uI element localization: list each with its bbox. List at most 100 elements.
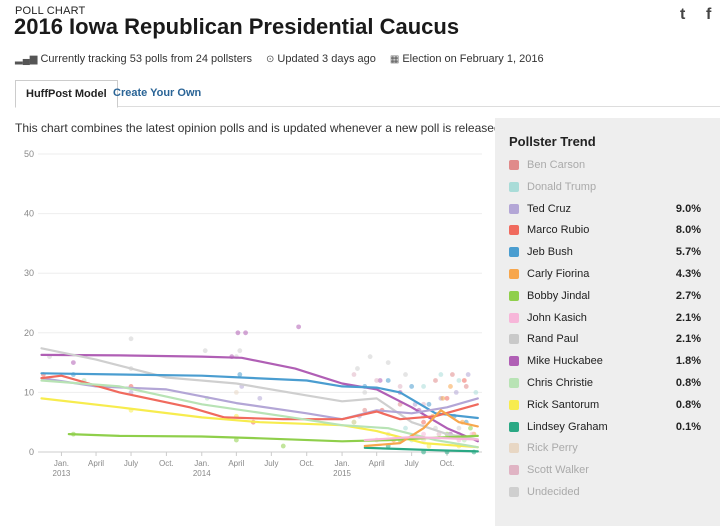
poll-dot-ted-cruz [257,395,263,401]
legend-value: 9.0% [675,202,701,215]
x-tick-label: Jan. [54,459,69,468]
legend-value: 2.1% [675,311,701,324]
legend-item-john-kasich[interactable]: John Kasich 2.1% [509,311,709,327]
legend-swatch [509,465,519,476]
legend-value: 1.8% [675,355,701,368]
trend-line-marco-rubio [40,374,479,421]
poll-dot-rand-paul [237,348,243,354]
legend-item-carly-fiorina[interactable]: Carly Fiorina 4.3% [509,267,709,283]
poll-dot-jeb-bush [409,384,415,389]
legend-swatch [509,203,519,214]
poll-dot-rick-santorum [426,443,432,449]
legend-label: Mike Huckabee [527,355,603,368]
poll-dot-mike-huckabee [70,360,76,365]
legend-item-ben-carson[interactable]: Ben Carson [509,158,709,174]
poll-dot-carly-fiorina [448,384,453,389]
poll-dot-undecided [362,390,368,395]
legend-item-scott-walker[interactable]: Scott Walker [509,463,709,479]
y-tick-label: 50 [24,149,34,159]
poll-dot-donald-trump [438,372,444,377]
legend-value: 8.0% [675,224,701,237]
chart-tabs: HuffPost Model Create Your Own [15,80,720,108]
tab-create-your-own[interactable]: Create Your Own [113,87,202,99]
trend-line-lindsey-graham [363,446,479,453]
legend-item-lindsey-graham[interactable]: Lindsey Graham 0.1% [509,420,709,436]
facebook-icon[interactable]: f [706,6,712,23]
trend-line-jeb-bush [40,372,479,420]
poll-dot-john-kasich [421,431,426,437]
poll-dot-bobby-jindal [233,437,239,443]
legend-swatch [509,334,519,345]
poll-chart-kicker: POLL CHART [15,5,86,17]
x-tick-label: Oct. [440,459,455,468]
clock-icon: ⊙ [266,54,275,65]
legend-label: Chris Christie [527,377,594,389]
legend-item-donald-trump[interactable]: Donald Trump [509,180,709,196]
poll-dot-scott-walker [374,378,380,383]
legend-label: Donald Trump [527,180,597,193]
legend-swatch [509,225,519,236]
poll-dot-jeb-bush [385,378,391,383]
poll-dot-ben-carson [362,407,368,413]
tab-huffpost-model[interactable]: HuffPost Model [15,80,118,108]
legend-value: 5.7% [675,246,701,259]
legend-swatch [509,290,519,301]
legend-label: Ted Cruz [527,202,572,215]
pollster-trend-legend: Pollster Trend Ben Carson Donald Trump Ted… [495,118,720,526]
poll-dot-donald-trump [403,425,408,431]
legend-value: 2.1% [675,333,701,346]
poll-dot-marco-rubio [421,419,426,425]
legend-item-bobby-jindal[interactable]: Bobby Jindal 2.7% [509,289,709,305]
legend-value: 2.7% [675,289,701,302]
y-tick-label: 40 [24,209,34,219]
updated-text: Updated 3 days ago [277,53,376,65]
poll-dot-jeb-bush [237,372,243,377]
legend-label: Bobby Jindal [527,289,590,302]
legend-swatch [509,487,519,497]
x-tick-label: July [124,459,138,468]
tracking-text: Currently tracking 53 polls from 24 poll… [40,53,252,65]
legend-value: 4.3% [675,268,701,280]
legend-swatch [509,421,519,432]
y-tick-label: 0 [29,447,34,457]
legend-label: Rand Paul [527,333,579,346]
x-tick-year: 2013 [53,469,71,478]
poll-dot-mike-huckabee [243,330,248,336]
legend-item-mike-huckabee[interactable]: Mike Huckabee 1.8% [509,354,709,370]
legend-item-ted-cruz[interactable]: Ted Cruz 9.0% [509,202,709,218]
poll-dot-donald-trump [473,390,479,395]
x-tick-label: Oct. [299,459,314,468]
legend-item-rick-perry[interactable]: Rick Perry [509,441,709,457]
legend-item-rand-paul[interactable]: Rand Paul 2.1% [509,332,709,348]
poll-dot-ben-carson [450,372,455,377]
legend-swatch [509,356,519,367]
poll-dot-marco-rubio [461,378,467,383]
poll-dot-rick-perry [233,390,239,395]
legend-item-undecided[interactable]: Undecided [509,485,709,501]
poll-dot-carly-fiorina [440,395,446,401]
poll-dot-undecided [456,425,462,431]
legend-item-jeb-bush[interactable]: Jeb Bush 5.7% [509,245,709,261]
legend-label: Rick Santorum [527,398,600,411]
legend-item-chris-christie[interactable]: Chris Christie 0.8% [509,376,709,392]
legend-swatch [509,378,519,388]
signal-bars-icon: ▂▄▆ [15,54,38,65]
legend-label: Ben Carson [527,159,586,171]
poll-dot-ben-carson [463,384,469,389]
legend-label: Jeb Bush [527,246,573,259]
poll-dot-rand-paul [403,372,408,377]
twitter-icon[interactable]: t [680,6,686,23]
legend-item-marco-rubio[interactable]: Marco Rubio 8.0% [509,223,709,239]
legend-label: Rick Perry [527,442,578,455]
x-tick-label: Jan. [194,459,209,468]
trend-line-carly-fiorina [363,409,479,448]
legend-item-rick-santorum[interactable]: Rick Santorum 0.8% [509,398,709,414]
legend-label: Scott Walker [527,464,589,477]
page-title: 2016 Iowa Republican Presidential Caucus [14,14,460,39]
meta-bar: ▂▄▆ Currently tracking 53 polls from 24 p… [15,53,544,65]
x-tick-label: April [228,459,244,468]
y-tick-label: 10 [24,387,34,397]
legend-swatch [509,312,519,323]
x-tick-label: July [264,459,278,468]
